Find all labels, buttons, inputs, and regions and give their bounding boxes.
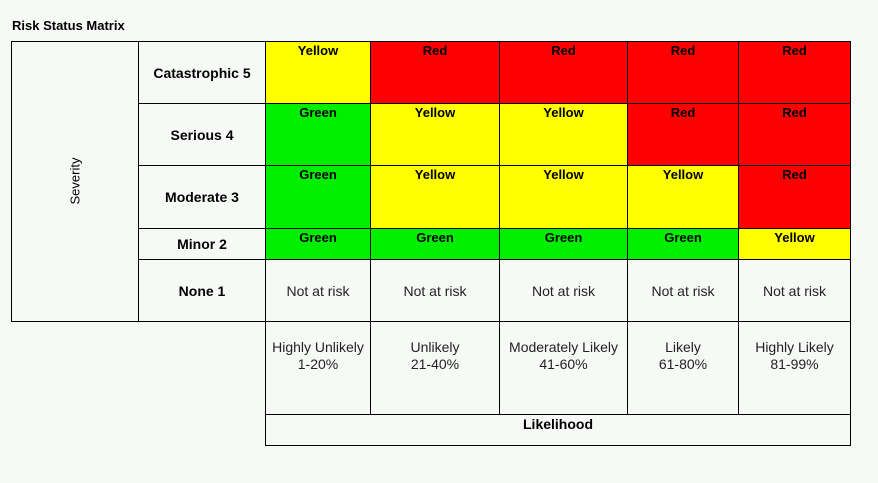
- risk-cell-catastrophic-highly-likely: Red: [738, 41, 851, 104]
- row-header-moderate: Moderate 3: [138, 165, 266, 229]
- column-header-range: 1-20%: [297, 356, 339, 372]
- severity-axis-label: Severity: [67, 157, 83, 205]
- row-header-label: Moderate 3: [165, 189, 239, 205]
- risk-cell-serious-unlikely: Yellow: [370, 103, 500, 166]
- not-at-risk-label: Not at risk: [403, 282, 467, 299]
- risk-cell-serious-highly-unlikely: Green: [265, 103, 371, 166]
- not-at-risk-label: Not at risk: [286, 282, 350, 299]
- matrix-title: Risk Status Matrix: [12, 18, 125, 33]
- column-header-range: 61-80%: [658, 356, 708, 372]
- column-header-label: Highly Likely: [755, 339, 834, 355]
- column-header-moderately-likely: Moderately Likely 41-60%: [499, 321, 628, 415]
- risk-cell-moderate-likely: Yellow: [627, 165, 739, 229]
- risk-cell-minor-unlikely: Green: [370, 228, 500, 260]
- risk-cell-minor-highly-likely: Yellow: [738, 228, 851, 260]
- risk-cell-none-highly-unlikely: Not at risk: [265, 259, 371, 322]
- column-header-highly-unlikely: Highly Unlikely 1-20%: [265, 321, 371, 415]
- column-header-likely: Likely 61-80%: [627, 321, 739, 415]
- column-header-unlikely: Unlikely 21-40%: [370, 321, 500, 415]
- not-at-risk-label: Not at risk: [762, 282, 826, 299]
- column-header-label: Likely: [665, 339, 701, 355]
- risk-cell-minor-highly-unlikely: Green: [265, 228, 371, 260]
- severity-axis-box: [11, 41, 139, 322]
- not-at-risk-label: Not at risk: [531, 282, 595, 299]
- risk-cell-serious-highly-likely: Red: [738, 103, 851, 166]
- likelihood-axis-label: Likelihood: [265, 414, 851, 446]
- risk-cell-catastrophic-likely: Red: [627, 41, 739, 104]
- column-header-highly-likely: Highly Likely 81-99%: [738, 321, 851, 415]
- column-header-label: Moderately Likely: [509, 339, 618, 355]
- risk-cell-serious-moderately-likely: Yellow: [499, 103, 628, 166]
- risk-cell-moderate-highly-unlikely: Green: [265, 165, 371, 229]
- row-header-serious: Serious 4: [138, 103, 266, 166]
- risk-cell-catastrophic-highly-unlikely: Yellow: [265, 41, 371, 104]
- risk-cell-minor-likely: Green: [627, 228, 739, 260]
- column-header-range: 81-99%: [770, 356, 819, 372]
- row-header-minor: Minor 2: [138, 228, 266, 260]
- risk-cell-none-moderately-likely: Not at risk: [499, 259, 628, 322]
- column-header-range: 41-60%: [539, 356, 588, 372]
- risk-cell-none-unlikely: Not at risk: [370, 259, 500, 322]
- risk-cell-none-highly-likely: Not at risk: [738, 259, 851, 322]
- row-header-label: Serious 4: [170, 126, 234, 143]
- risk-cell-none-likely: Not at risk: [627, 259, 739, 322]
- risk-cell-moderate-unlikely: Yellow: [370, 165, 500, 229]
- row-header-none: None 1: [138, 259, 266, 322]
- risk-cell-moderate-highly-likely: Red: [738, 165, 851, 229]
- risk-cell-moderate-moderately-likely: Yellow: [499, 165, 628, 229]
- row-header-label: Catastrophic 5: [153, 64, 251, 81]
- risk-cell-catastrophic-unlikely: Red: [370, 41, 500, 104]
- risk-cell-serious-likely: Red: [627, 103, 739, 166]
- row-header-label: None 1: [178, 282, 226, 299]
- column-header-range: 21-40%: [410, 356, 460, 372]
- column-header-label: Highly Unlikely: [272, 339, 364, 355]
- row-header-catastrophic: Catastrophic 5: [138, 41, 266, 104]
- not-at-risk-label: Not at risk: [651, 282, 715, 299]
- column-header-label: Unlikely: [410, 339, 460, 355]
- risk-cell-catastrophic-moderately-likely: Red: [499, 41, 628, 104]
- row-header-label: Minor 2: [177, 236, 227, 252]
- risk-cell-minor-moderately-likely: Green: [499, 228, 628, 260]
